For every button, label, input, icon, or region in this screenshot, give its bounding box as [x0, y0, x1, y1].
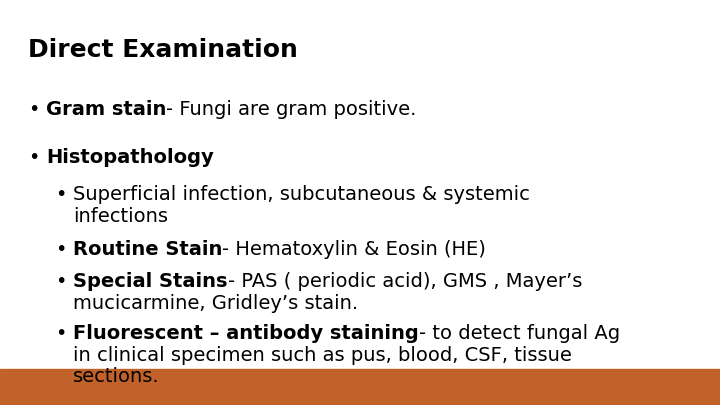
Text: in clinical specimen such as pus, blood, CSF, tissue: in clinical specimen such as pus, blood,… [73, 346, 572, 364]
Text: - PAS ( periodic acid), GMS , Mayer’s: - PAS ( periodic acid), GMS , Mayer’s [228, 272, 582, 291]
Text: •: • [55, 185, 66, 204]
Text: - Hematoxylin & Eosin (HE): - Hematoxylin & Eosin (HE) [222, 240, 486, 259]
Text: Direct Examination: Direct Examination [28, 38, 298, 62]
Text: Histopathology: Histopathology [46, 148, 214, 167]
Text: •: • [55, 240, 66, 259]
Bar [0, 369, 720, 405]
Text: infections: infections [73, 207, 168, 226]
Text: Fluorescent – antibody staining: Fluorescent – antibody staining [73, 324, 419, 343]
Text: Gram stain: Gram stain [46, 100, 166, 119]
Text: - Fungi are gram positive.: - Fungi are gram positive. [166, 100, 417, 119]
Text: •: • [55, 324, 66, 343]
Text: Routine Stain: Routine Stain [73, 240, 222, 259]
Text: •: • [28, 148, 40, 167]
Text: •: • [55, 272, 66, 291]
Text: Superficial infection, subcutaneous & systemic: Superficial infection, subcutaneous & sy… [73, 185, 530, 204]
Text: - to detect fungal Ag: - to detect fungal Ag [419, 324, 620, 343]
Text: sections.: sections. [73, 367, 160, 386]
Text: mucicarmine, Gridley’s stain.: mucicarmine, Gridley’s stain. [73, 294, 358, 313]
Text: Special Stains: Special Stains [73, 272, 228, 291]
Text: •: • [28, 100, 40, 119]
